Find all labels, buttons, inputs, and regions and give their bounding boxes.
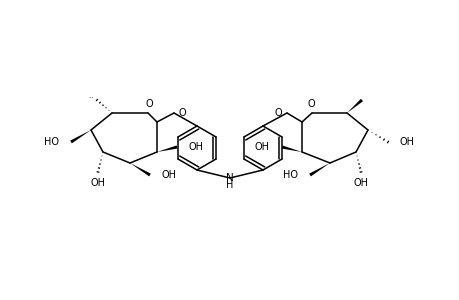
Polygon shape [70, 130, 91, 143]
Text: OH: OH [162, 170, 177, 180]
Text: O: O [145, 99, 152, 109]
Text: O: O [307, 99, 314, 109]
Text: HO: HO [282, 170, 297, 180]
Text: N: N [226, 173, 233, 183]
Text: H: H [226, 180, 233, 190]
Text: OH: OH [353, 178, 368, 188]
Text: ···: ··· [89, 95, 94, 101]
Text: OH: OH [189, 142, 203, 152]
Text: OH: OH [90, 178, 105, 188]
Polygon shape [308, 163, 329, 176]
Polygon shape [157, 146, 177, 152]
Text: OH: OH [254, 142, 269, 152]
Text: O: O [274, 108, 281, 118]
Polygon shape [130, 163, 151, 176]
Text: O: O [179, 108, 186, 118]
Polygon shape [346, 99, 362, 113]
Polygon shape [281, 146, 302, 152]
Text: HO: HO [44, 137, 59, 147]
Text: OH: OH [399, 137, 414, 147]
